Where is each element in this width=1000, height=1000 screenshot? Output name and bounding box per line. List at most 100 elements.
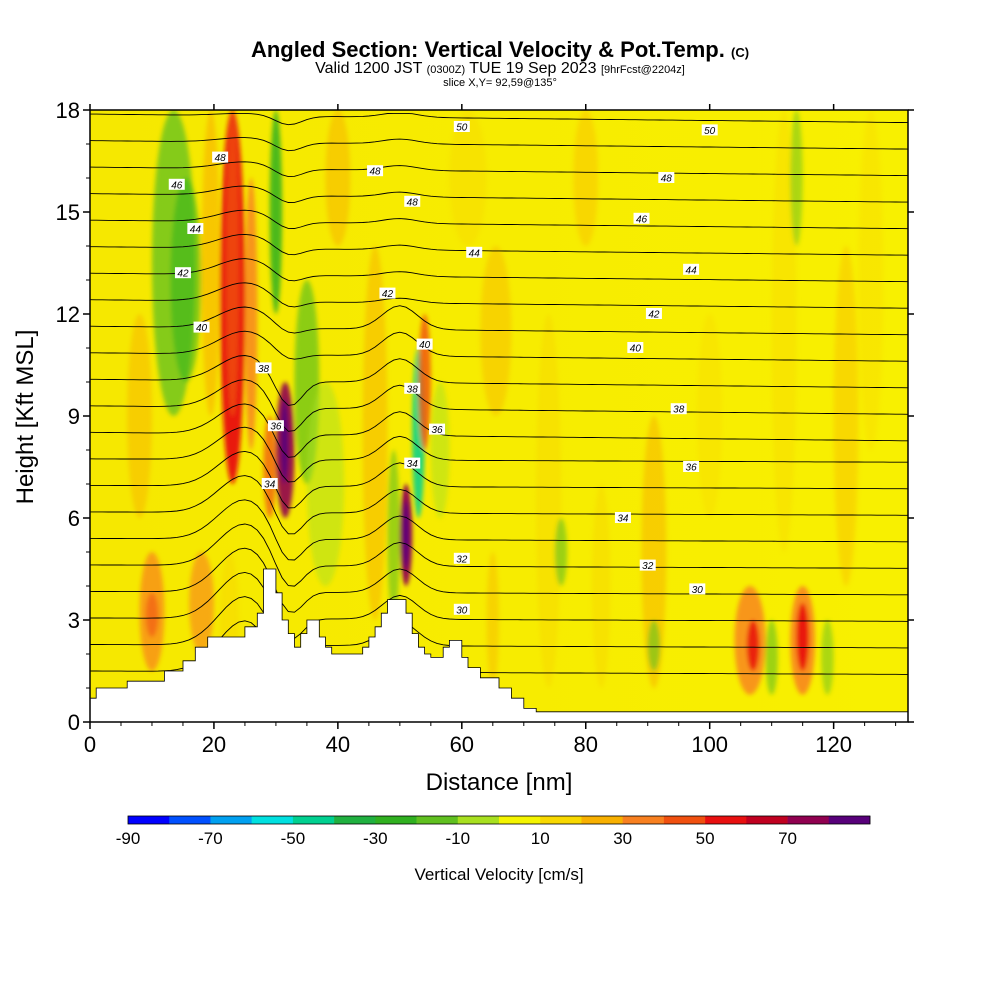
colorbar-tick-label: -10	[445, 829, 470, 848]
contour-label: 44	[187, 223, 204, 236]
contour-label: 46	[633, 212, 650, 225]
contour-label-text: 50	[704, 126, 716, 137]
contour-label-text: 34	[617, 514, 629, 525]
slice-info: slice X,Y= 92,59@135°	[443, 77, 557, 89]
potential-temperature-contours	[90, 112, 908, 692]
y-tick-label: 3	[68, 608, 80, 633]
contour-label: 36	[429, 423, 446, 436]
contour-label-text: 48	[407, 197, 419, 208]
colorbar-tick-label: 50	[696, 829, 715, 848]
colorbar-tick-label: -70	[198, 829, 223, 848]
contour-label-text: 46	[171, 180, 183, 191]
colorbar-swatch	[416, 816, 459, 824]
contour-labels: 50 50 48 48 48 48 46 46 44 44 44 42 42 42 40 40 40 38 38 38…	[168, 121, 718, 616]
contour-label-text: 50	[456, 123, 468, 134]
colorbar-tick-label: 10	[531, 829, 550, 848]
contour-label: 38	[670, 403, 687, 416]
x-tick-label: 20	[202, 732, 226, 757]
y-tick-label: 6	[68, 506, 80, 531]
x-tick: 60	[450, 104, 474, 757]
y-tick-label: 18	[56, 98, 80, 123]
contour-label-text: 40	[196, 323, 208, 334]
colorbar-swatch	[663, 816, 706, 824]
colorbar-label: Vertical Velocity [cm/s]	[414, 865, 583, 884]
colorbar-swatch	[622, 816, 665, 824]
colorbar-swatch	[581, 816, 623, 824]
chart-subtitle: Valid 1200 JST (0300Z) TUE 19 Sep 2023 […	[0, 60, 1000, 78]
x-tick: 40	[326, 104, 350, 757]
x-tick-label: 120	[815, 732, 852, 757]
contour-label-text: 44	[190, 225, 202, 236]
forecast-info: [9hrFcst@2204z]	[600, 64, 685, 76]
contour-label: 50	[453, 121, 470, 134]
contour-label: 48	[212, 151, 229, 164]
colorbar-swatch	[292, 816, 335, 824]
colorbar-tick-label: -50	[281, 829, 306, 848]
contour-label: 40	[193, 321, 210, 334]
colorbar-swatch	[210, 816, 252, 824]
colorbar-swatch	[169, 816, 211, 824]
contour-label: 44	[466, 246, 483, 259]
contour-label-text: 48	[369, 167, 381, 178]
contour-label-text: 38	[673, 405, 685, 416]
colorbar-swatch	[540, 816, 582, 824]
contour-label: 42	[379, 287, 396, 300]
contour-label: 34	[261, 478, 278, 491]
contour-label: 48	[658, 172, 675, 185]
colorbar-tick-label: 70	[778, 829, 797, 848]
colorbar-swatch	[334, 816, 376, 824]
contour-label: 40	[627, 342, 644, 355]
plot-area: 50 50 48 48 48 48 46 46 44 44 44 42 42 42 40 40 40 38 38 38…	[90, 110, 908, 722]
contour-label: 38	[255, 362, 272, 375]
contour-label-text: 32	[642, 561, 654, 572]
valid-zulu: (0300Z)	[426, 64, 466, 76]
contour-label-text: 34	[407, 459, 419, 470]
x-tick-label: 40	[326, 732, 350, 757]
contour-label: 50	[701, 124, 718, 137]
valid-time: Valid 1200 JST	[315, 60, 423, 77]
x-axis-label: Distance [nm]	[426, 769, 573, 796]
title-main: Angled Section: Vertical Velocity & Pot.…	[250, 37, 725, 62]
colorbar-frame	[127, 815, 871, 825]
contour-label-text: 36	[431, 425, 443, 436]
x-tick: 0	[84, 104, 96, 757]
contour-label-text: 30	[456, 605, 468, 616]
contour-label: 40	[416, 338, 433, 351]
x-tick: 120	[815, 104, 852, 757]
y-tick: 12	[56, 302, 914, 327]
colorbar-swatch	[828, 816, 871, 824]
x-tick-label: 60	[450, 732, 474, 757]
contour-label: 42	[174, 267, 191, 280]
y-tick-label: 0	[68, 710, 80, 735]
x-tick-label: 80	[574, 732, 598, 757]
contour-label-text: 38	[407, 384, 419, 395]
valid-date: TUE 19 Sep 2023	[469, 60, 597, 77]
y-tick: 18	[56, 98, 914, 123]
contour-label: 32	[639, 559, 656, 572]
colorbar-swatch	[787, 816, 830, 824]
x-tick-label: 100	[691, 732, 728, 757]
terrain-mask	[90, 568, 908, 722]
colorbar-swatch	[128, 816, 170, 824]
contour-label: 30	[453, 603, 470, 616]
contour-label-text: 44	[469, 248, 481, 259]
contour-label: 30	[689, 583, 706, 596]
y-tick-label: 15	[56, 200, 80, 225]
colorbar-tick-label: -90	[116, 829, 141, 848]
colorbar-tick-label: -30	[363, 829, 388, 848]
colorbar-swatch	[746, 816, 788, 824]
contour-label-text: 34	[264, 480, 276, 491]
colorbar-swatch	[705, 816, 747, 824]
contour-label-text: 46	[636, 214, 648, 225]
x-tick-label: 0	[84, 732, 96, 757]
contour-label: 42	[645, 308, 662, 321]
contour-label-text: 48	[661, 174, 673, 185]
contour-label-text: 44	[686, 265, 698, 276]
contour-label-text: 42	[648, 310, 660, 321]
contour-label: 32	[453, 552, 470, 565]
contour-label-text: 42	[177, 269, 189, 280]
y-tick-label: 12	[56, 302, 80, 327]
contour-label-text: 30	[692, 585, 704, 596]
